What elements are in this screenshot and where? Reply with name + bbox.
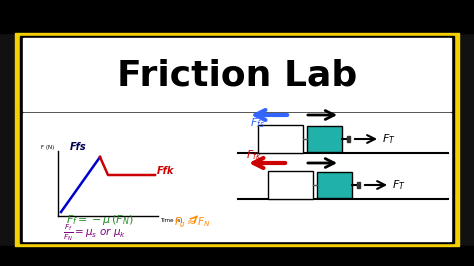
Text: Ffk: Ffk (157, 166, 174, 176)
Bar (15, 33, 459, 246)
Bar (317, 172, 352, 198)
Bar (0, 0, 474, 33)
Bar (357, 182, 360, 188)
Text: $F_{fs}$: $F_{fs}$ (250, 116, 265, 130)
Text: $F_{fk}$: $F_{fk}$ (246, 148, 262, 162)
Text: $F_g \approx F_N$: $F_g \approx F_N$ (173, 216, 210, 230)
Text: Time (s): Time (s) (160, 218, 182, 223)
Bar (307, 126, 342, 152)
Bar (258, 125, 303, 153)
Text: $F_f = -\mu\,(F_N)$: $F_f = -\mu\,(F_N)$ (66, 213, 134, 227)
Text: Friction Lab: Friction Lab (117, 58, 357, 92)
Bar (23, 38, 451, 111)
Text: F (N): F (N) (41, 145, 54, 150)
Bar (347, 136, 350, 142)
Bar (23, 113, 451, 241)
Bar (268, 171, 313, 199)
Bar (20, 36, 454, 243)
Text: $F_T$: $F_T$ (382, 132, 396, 146)
Text: $\frac{F_f}{F_N} = \mu_s\ or\ \mu_k$: $\frac{F_f}{F_N} = \mu_s\ or\ \mu_k$ (64, 223, 127, 243)
Bar (0, 246, 474, 266)
Text: Ffs: Ffs (70, 142, 87, 152)
Text: $F_T$: $F_T$ (392, 178, 406, 192)
